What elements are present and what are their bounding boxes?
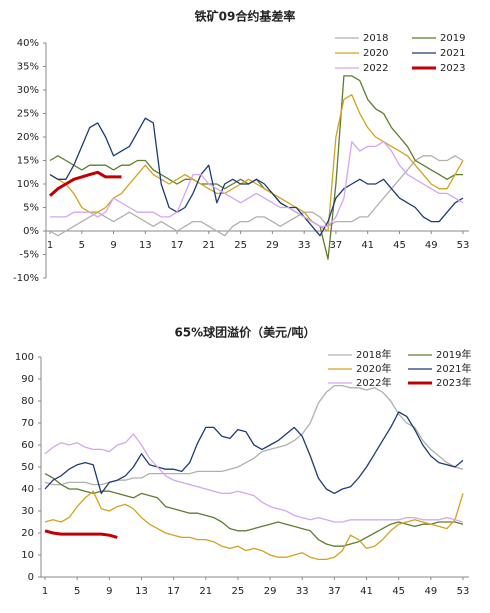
y-tick-label: 50 <box>21 462 34 473</box>
y-tick-label: 80 <box>21 396 34 407</box>
x-tick-label: 17 <box>171 240 184 251</box>
y-tick-label: 30 <box>21 506 34 517</box>
series-line <box>44 384 464 486</box>
x-tick-label: 21 <box>199 586 212 597</box>
legend-label: 2021 <box>440 48 465 59</box>
x-tick-label: 33 <box>298 240 311 251</box>
legend-label: 2020 <box>363 48 388 59</box>
y-tick-label: 20% <box>17 132 39 143</box>
x-tick-label: 1 <box>42 586 48 597</box>
y-tick-label: 25% <box>17 109 39 120</box>
y-tick-label: 20 <box>21 528 34 539</box>
x-tick-label: 25 <box>232 586 245 597</box>
series-line <box>44 490 464 561</box>
y-tick-label: 0 <box>28 572 34 583</box>
chart-title: 65%球团溢价（美元/吨） <box>174 325 315 340</box>
legend-label: 2022 <box>363 63 388 74</box>
legend-label: 2021年 <box>436 362 471 375</box>
y-tick-label: 70 <box>21 418 34 429</box>
x-tick-label: 53 <box>457 240 470 251</box>
series-line <box>50 141 464 227</box>
legend-label: 2019 <box>440 33 465 44</box>
y-tick-label: -10% <box>13 273 39 284</box>
x-tick-label: 5 <box>74 586 80 597</box>
y-tick-label: 35% <box>17 62 39 73</box>
legend-label: 2022年 <box>356 376 391 389</box>
x-tick-label: 29 <box>266 240 279 251</box>
legend-label: 2020年 <box>356 362 391 375</box>
x-tick-label: 17 <box>167 586 180 597</box>
x-tick-label: 41 <box>360 586 373 597</box>
legend-label: 2019年 <box>436 348 471 361</box>
y-tick-label: 90 <box>21 374 34 385</box>
x-tick-label: 49 <box>425 240 438 251</box>
y-tick-label: 15% <box>17 156 39 167</box>
series-line <box>49 94 464 232</box>
x-tick-label: 53 <box>457 586 470 597</box>
x-tick-label: 41 <box>361 240 374 251</box>
x-tick-label: 29 <box>264 586 277 597</box>
y-tick-label: 10 <box>21 550 34 561</box>
x-tick-label: 37 <box>328 586 341 597</box>
series-line <box>44 473 464 547</box>
y-tick-label: -5% <box>20 250 39 261</box>
x-tick-label: 9 <box>110 240 116 251</box>
x-tick-label: 1 <box>47 240 53 251</box>
series-line <box>44 433 464 523</box>
x-tick-label: 45 <box>392 586 405 597</box>
x-tick-label: 5 <box>79 240 85 251</box>
y-tick-label: 30% <box>17 85 39 96</box>
x-tick-label: 45 <box>393 240 406 251</box>
y-tick-label: 0% <box>23 226 39 237</box>
legend-label: 2018年 <box>356 348 391 361</box>
x-tick-label: 13 <box>135 586 148 597</box>
series-line <box>49 117 464 237</box>
y-tick-label: 40% <box>17 38 39 49</box>
chart-title: 铁矿09合约基差率 <box>195 9 296 24</box>
series-line <box>49 155 464 237</box>
legend-label: 2018 <box>363 33 388 44</box>
series-line <box>48 170 122 197</box>
x-tick-label: 25 <box>234 240 247 251</box>
y-tick-label: 40 <box>21 484 34 495</box>
legend-label: 2023年 <box>436 376 471 389</box>
legend-label: 2023 <box>440 63 465 74</box>
y-tick-label: 5% <box>23 203 39 214</box>
x-tick-label: 49 <box>424 586 437 597</box>
y-tick-label: 60 <box>21 440 34 451</box>
x-tick-label: 33 <box>296 586 309 597</box>
x-tick-label: 37 <box>330 240 343 251</box>
x-tick-label: 21 <box>202 240 215 251</box>
y-tick-label: 10% <box>17 179 39 190</box>
y-tick-label: 100 <box>15 352 34 363</box>
x-tick-label: 9 <box>106 586 112 597</box>
x-tick-label: 13 <box>139 240 152 251</box>
series-line <box>44 529 118 539</box>
series-line <box>44 411 464 495</box>
